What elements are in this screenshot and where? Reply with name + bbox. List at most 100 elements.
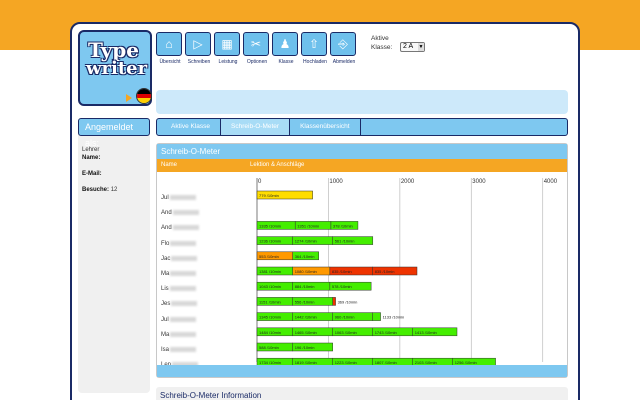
nav-button-hochladen[interactable]: ⇧ Hochladen (301, 32, 327, 65)
bar-label: 960 /10min (335, 315, 355, 320)
nav-button-klasse[interactable]: ♟ Klasse (272, 32, 298, 65)
tab-aktive-klasse[interactable]: Aktive Klasse (161, 119, 222, 135)
student-name[interactable]: Lis (161, 286, 196, 292)
bar-segment[interactable] (332, 297, 336, 306)
bar-label: 578 /10min (332, 284, 352, 289)
bar-label: 1236 /10min (259, 239, 281, 244)
student-name[interactable]: Jac (161, 255, 198, 262)
tab-klassenuebersicht[interactable]: Klassenübersicht (290, 119, 361, 135)
bar-segment[interactable] (332, 236, 374, 245)
bar-label: 1351 /10min (297, 223, 319, 228)
redacted-surname (169, 316, 196, 322)
redacted-surname (172, 210, 199, 216)
nav-label: Klasse (278, 59, 294, 65)
redacted-surname (170, 347, 197, 352)
chart-footer (157, 365, 567, 377)
bar-label: 835 /10min (332, 269, 352, 274)
bar-segment[interactable] (372, 266, 418, 276)
bar-label: 1465 /10min (295, 330, 317, 335)
nav-button-optionen[interactable]: ✂ Optionen (243, 32, 269, 65)
student-name[interactable]: Ma (161, 271, 197, 277)
tick-label: 0 (258, 179, 262, 185)
redacted-surname (171, 301, 198, 307)
bar-label: 1743 /10min (375, 330, 397, 335)
bar-label: 1819 /10min (295, 360, 317, 365)
nav-button-schreiben[interactable]: ▷ Schreiben (185, 32, 211, 65)
bar-trailing-label: 369 /10min (338, 299, 358, 304)
bar-label: 1345 /10min (259, 315, 281, 320)
nav-label: Leistung (218, 59, 238, 65)
bar-label: 1256 /10min (455, 360, 477, 365)
student-name[interactable]: Jul (161, 195, 196, 201)
tab-schreib-o-meter[interactable]: Schreib-O-Meter (221, 119, 291, 135)
blocks-icon: ▦ (221, 37, 233, 51)
nav-button-übersicht[interactable]: ⌂ Übersicht (156, 32, 182, 65)
sidebar: Angemeldet als: Lehrer Name: E-Mail: Bes… (78, 118, 150, 393)
bar-segment[interactable] (412, 327, 458, 337)
student-name[interactable]: And (161, 225, 199, 231)
bar-segment[interactable] (256, 190, 313, 200)
info-panel: Schreib-O-Meter Information (156, 387, 568, 400)
bar-label: 1043 /10min (259, 284, 281, 289)
main-nav: ⌂ Übersicht ▷ Schreiben ▦ Leistung ✂ Optionen ♟ K… (156, 32, 359, 66)
bar-segment[interactable] (292, 342, 333, 352)
student-name[interactable]: Flo (161, 240, 197, 247)
bar-label: 1223 /10min (335, 360, 357, 365)
bar-trailing-label: 1133 /10min (383, 315, 405, 320)
bar-label: 1734 /10min (259, 360, 281, 365)
bar-label: 1807 /10min (375, 360, 397, 365)
tick-label: 4000 (544, 179, 558, 185)
redacted-surname (170, 240, 197, 246)
redacted-surname (170, 331, 197, 337)
nav-label: Optionen (246, 59, 268, 65)
tick-label: 1000 (329, 179, 343, 185)
play-arrow-icon (126, 94, 132, 102)
schreib-o-meter-panel: Schreib-O-Meter Name Lektion & Anschläge… (156, 143, 568, 378)
tab-bar: Aktive Klasse Schreib-O-Meter Klassenübe… (156, 118, 568, 136)
student-name[interactable]: Jes (161, 301, 198, 307)
sidebar-email-label: E-Mail: (82, 171, 102, 177)
nav-button-abmelden[interactable]: ⎆ Abmelden (330, 32, 356, 65)
column-header: Name Lektion & Anschläge (157, 159, 567, 172)
bar-label: 1484 /10min (259, 330, 281, 335)
bar-segment[interactable] (330, 221, 359, 230)
class-label-line2: Klasse: (371, 44, 393, 51)
bar-segment[interactable] (329, 281, 372, 291)
bar-label: 2103 /10min (415, 360, 437, 365)
student-name[interactable]: And (161, 210, 199, 216)
bar-chart: 0 1000 2000 3000 4000 779 /10min 1335 /10min 13… (256, 178, 558, 367)
logo-line2: writer (86, 58, 148, 79)
typewriter-logo[interactable]: Type writer (78, 30, 152, 106)
sidebar-visits: Besuche: 12 (82, 187, 118, 193)
bar-label: 884 /10min (295, 284, 315, 289)
german-flag-icon[interactable] (136, 88, 152, 104)
logo-line1: Type (88, 38, 140, 62)
nav-button-leistung[interactable]: ▦ Leistung (214, 32, 240, 65)
bar-segment[interactable] (292, 251, 319, 261)
bar-label: 364 /10min (295, 254, 315, 259)
upload-icon: ⇧ (308, 37, 320, 51)
student-name[interactable]: Ma (161, 331, 197, 338)
bar-label: 378 /10min (333, 223, 353, 228)
tick-label: 2000 (401, 179, 415, 185)
sidebar-heading: Angemeldet als: (78, 118, 150, 148)
bar-label: 1335 /10min (259, 223, 281, 228)
student-name[interactable]: Isa (161, 347, 197, 353)
redacted-surname (169, 195, 196, 200)
student-name[interactable]: Jul (161, 316, 196, 323)
nav-label: Übersicht (159, 59, 181, 65)
tick-label: 3000 (472, 179, 486, 185)
class-label-line1: Aktive (371, 35, 389, 42)
bar-label: 196 /10min (295, 345, 315, 350)
bar-segment[interactable] (372, 312, 381, 321)
lesson-column-header: Lektion & Anschläge (250, 162, 305, 168)
bar-label: 588 /10min (259, 345, 279, 350)
class-select[interactable]: 2 A ▼ (400, 42, 425, 52)
chevron-down-icon: ▼ (418, 43, 424, 51)
bar-label: 561 /10min (335, 239, 355, 244)
redacted-surname (172, 225, 199, 231)
bar-label: 553 /10min (259, 254, 279, 259)
bar-label: 1063 /10min (335, 330, 357, 335)
bar-label: 556 /10min (295, 299, 315, 304)
redacted-surname (170, 271, 197, 276)
